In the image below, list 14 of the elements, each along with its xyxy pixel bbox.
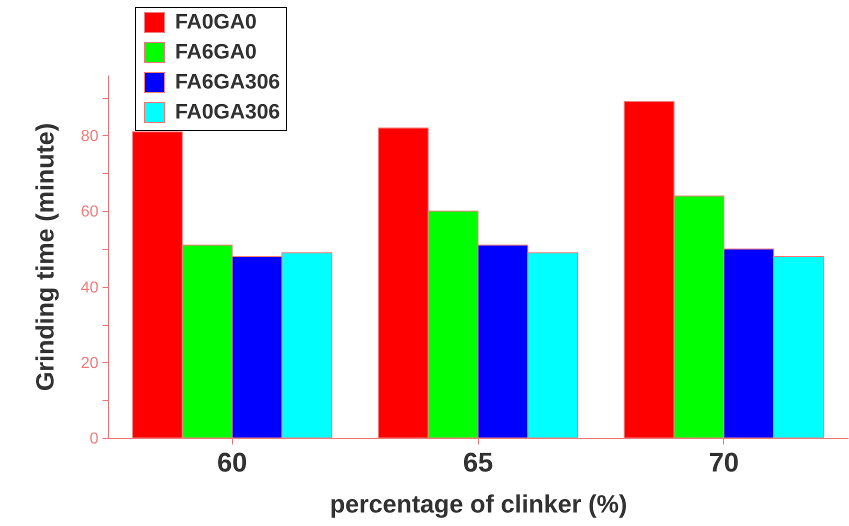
legend-label: FA0GA306 xyxy=(175,100,280,124)
legend-label: FA0GA0 xyxy=(175,10,257,34)
x-tick-label: 60 xyxy=(217,448,248,478)
x-axis-title: percentage of clinker (%) xyxy=(330,490,628,518)
legend-label: FA6GA0 xyxy=(175,40,257,64)
y-tick-label: 40 xyxy=(80,279,99,296)
legend-label: FA6GA306 xyxy=(175,70,280,94)
y-tick-label: 80 xyxy=(80,128,99,145)
y-tick-label: 60 xyxy=(80,204,99,221)
y-tick-label: 20 xyxy=(80,354,99,372)
x-tick-label: 65 xyxy=(462,448,494,478)
x-tick-label: 70 xyxy=(708,448,739,478)
y-tick-label: 0 xyxy=(90,430,99,448)
y-axis-title: Grinding time (minute) xyxy=(32,122,60,392)
